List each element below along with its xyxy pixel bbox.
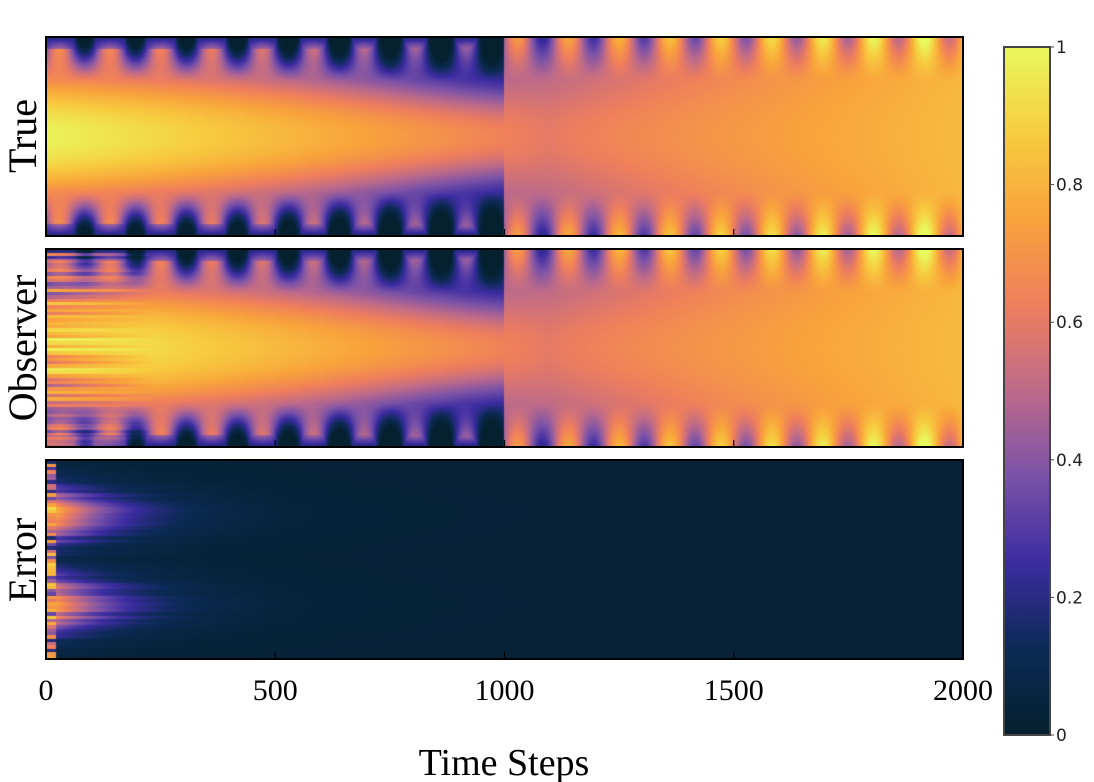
colorbar-tick-label: 0 <box>1056 726 1067 746</box>
heatmap-true <box>46 37 963 236</box>
x-tick-label: 500 <box>253 674 298 707</box>
x-tick-label: 0 <box>39 674 54 707</box>
colorbar-ticks: 0 0.2 0.4 0.6 0.8 1 <box>1050 38 1083 746</box>
colorbar-tick-label: 1 <box>1056 38 1067 58</box>
colorbar-tick-label: 0.4 <box>1056 451 1083 471</box>
panel-true-label: True <box>0 99 45 173</box>
x-tick-label: 1000 <box>475 674 535 707</box>
panel-true: True <box>0 36 964 237</box>
panel-observer: Observer <box>0 248 964 448</box>
colorbar-tick-label: 0.6 <box>1056 313 1083 333</box>
x-tick-label: 1500 <box>704 674 764 707</box>
x-tick-label: 2000 <box>933 674 993 707</box>
heatmap-observer <box>46 249 963 447</box>
colorbar-gradient <box>1004 47 1050 735</box>
x-axis-label: Time Steps <box>419 742 590 782</box>
panel-error: Error <box>0 459 964 660</box>
colorbar: 0 0.2 0.4 0.6 0.8 1 <box>1003 38 1083 746</box>
panel-observer-label: Observer <box>0 275 45 422</box>
panel-error-label: Error <box>0 518 45 602</box>
colorbar-frame <box>1003 46 1051 736</box>
x-axis: 0 500 1000 1500 2000 <box>39 229 993 707</box>
colorbar-tick-label: 0.8 <box>1056 176 1083 196</box>
colorbar-tick-label: 0.2 <box>1056 588 1083 608</box>
heatmap-error <box>46 460 963 659</box>
